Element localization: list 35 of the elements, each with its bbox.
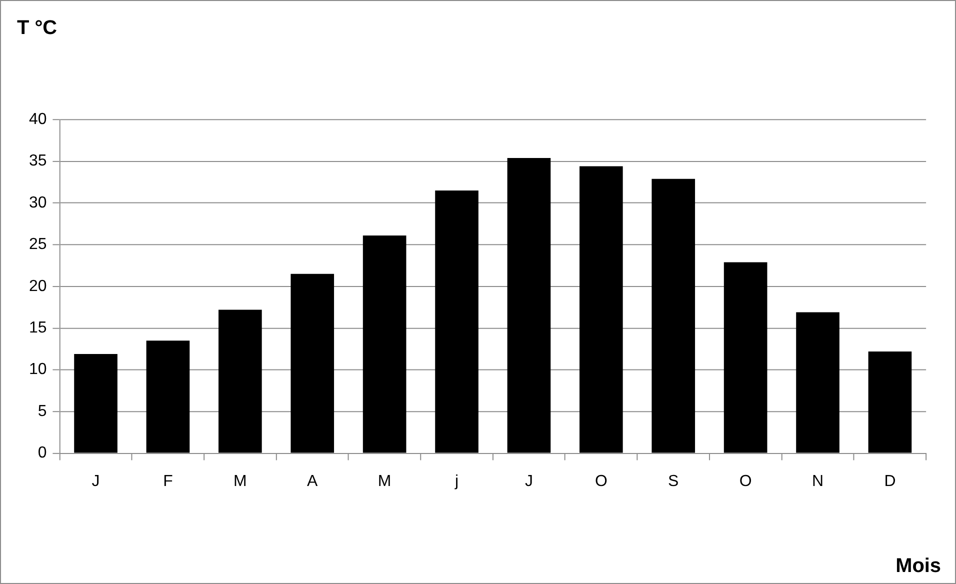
bar	[868, 351, 912, 453]
bar	[724, 262, 768, 453]
y-tick-label: 35	[28, 152, 47, 170]
y-tick-label: 40	[28, 110, 47, 128]
y-tick-label: 30	[28, 194, 47, 212]
x-tick-label: J	[524, 473, 533, 490]
x-tick-label: O	[594, 473, 608, 490]
y-axis-title: T °C	[16, 16, 58, 39]
x-tick-label: S	[668, 473, 679, 490]
x-axis-title: Mois	[896, 555, 942, 578]
bar	[146, 340, 190, 453]
y-tick-label: 0	[38, 444, 47, 462]
y-tick-label: 5	[38, 402, 47, 420]
bar	[652, 178, 696, 453]
y-tick-label: 10	[28, 361, 47, 378]
bar	[290, 274, 334, 453]
bar	[362, 236, 406, 453]
bar	[507, 158, 551, 453]
x-tick-label: O	[739, 473, 752, 490]
x-tick-label: j	[454, 473, 459, 490]
bar	[218, 310, 262, 453]
y-tick-label: 25	[28, 236, 47, 254]
x-tick-label: M	[234, 473, 247, 490]
x-tick-label: F	[163, 473, 174, 490]
y-tick-label: 15	[28, 320, 47, 337]
y-tick-label: 20	[28, 278, 47, 295]
bar	[435, 190, 478, 453]
x-tick-label: M	[378, 473, 392, 490]
x-tick-label: A	[307, 473, 318, 490]
bar	[580, 166, 623, 453]
x-tick-label: D	[884, 473, 896, 490]
x-tick-label: J	[92, 473, 100, 490]
x-tick-label: N	[812, 473, 824, 490]
bar	[74, 354, 118, 453]
bar	[796, 312, 840, 453]
